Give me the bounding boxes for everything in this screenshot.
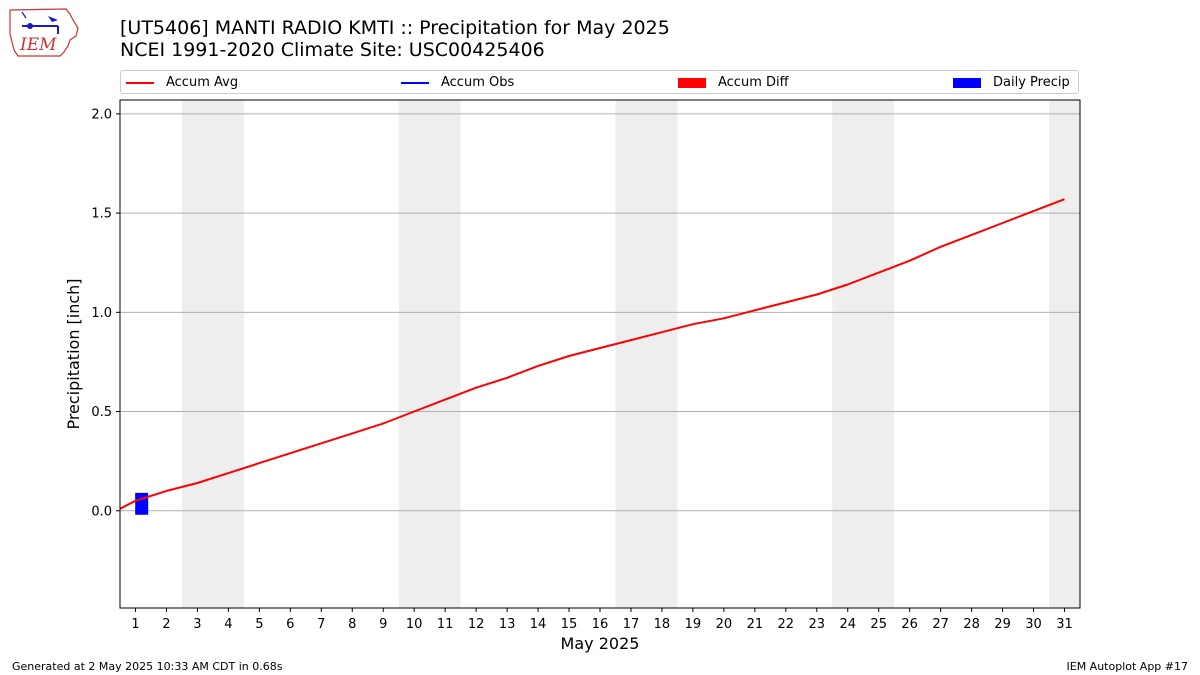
y-axis-label: Precipitation [inch]	[64, 278, 83, 429]
legend: Accum Avg Accum Obs Accum Diff Daily Pre…	[120, 70, 1079, 94]
x-tick-label-8: 8	[348, 617, 356, 632]
x-tick-label-31: 31	[1056, 617, 1073, 632]
weekend-shade-5	[1049, 100, 1080, 608]
generated-timestamp: Generated at 2 May 2025 10:33 AM CDT in …	[12, 660, 283, 673]
x-tick-label-17: 17	[623, 617, 640, 632]
x-tick-label-9: 9	[379, 617, 387, 632]
y-tick-label-1: 0.5	[91, 405, 112, 420]
x-tick-label-19: 19	[685, 617, 702, 632]
plot-frame	[119, 99, 1081, 609]
legend-swatch-daily-precip	[953, 78, 981, 88]
x-tick-label-24: 24	[839, 617, 856, 632]
x-tick-label-15: 15	[561, 617, 578, 632]
x-tick-label-4: 4	[224, 617, 232, 632]
x-tick-label-20: 20	[716, 617, 733, 632]
legend-label-accum-diff: Accum Diff	[718, 75, 789, 90]
x-tick-label-29: 29	[994, 617, 1011, 632]
x-tick-label-13: 13	[499, 617, 516, 632]
legend-label-accum-avg: Accum Avg	[166, 75, 239, 90]
x-tick-label-6: 6	[286, 617, 294, 632]
app-label: IEM Autoplot App #17	[1066, 660, 1189, 673]
x-tick-label-18: 18	[654, 617, 671, 632]
x-tick-label-1: 1	[131, 617, 139, 632]
x-tick-label-23: 23	[809, 617, 826, 632]
x-tick-label-12: 12	[468, 617, 485, 632]
x-axis-label: May 2025	[561, 634, 640, 653]
x-tick-label-16: 16	[592, 617, 609, 632]
series-line-accum-avg	[119, 198, 1065, 510]
legend-label-daily-precip: Daily Precip	[993, 75, 1070, 90]
x-tick-label-26: 26	[901, 617, 918, 632]
x-tick-label-28: 28	[963, 617, 980, 632]
daily-precip-bar-1	[135, 492, 149, 515]
iem-logo-text: IEM	[19, 35, 57, 55]
x-tick-label-21: 21	[747, 617, 764, 632]
weekend-shade-1	[181, 100, 244, 608]
legend-swatch-accum-avg	[126, 82, 154, 84]
x-tick-label-2: 2	[162, 617, 170, 632]
x-tick-label-14: 14	[530, 617, 547, 632]
y-tick-label-4: 2.0	[91, 107, 112, 122]
legend-label-accum-obs: Accum Obs	[441, 75, 515, 90]
x-tick-label-10: 10	[406, 617, 423, 632]
x-tick-label-25: 25	[870, 617, 887, 632]
x-tick-label-5: 5	[255, 617, 263, 632]
chart-subtitle: NCEI 1991-2020 Climate Site: USC00425406	[120, 39, 545, 61]
x-tick-label-27: 27	[932, 617, 949, 632]
x-tick-label-3: 3	[193, 617, 201, 632]
y-tick-label-2: 1.0	[91, 306, 112, 321]
x-tick-label-22: 22	[778, 617, 795, 632]
legend-swatch-accum-diff	[678, 78, 706, 88]
weekend-shade-2	[398, 100, 461, 608]
y-tick-label-3: 1.5	[91, 207, 112, 222]
y-tick-label-0: 0.0	[91, 504, 112, 519]
iem-logo: IEM	[8, 6, 80, 58]
iem-logo-graphic: IEM	[9, 8, 79, 57]
weekend-shade-4	[832, 100, 895, 608]
weekend-shade-3	[615, 100, 678, 608]
x-tick-label-11: 11	[437, 617, 454, 632]
legend-swatch-accum-obs	[401, 82, 429, 84]
x-tick-label-30: 30	[1025, 617, 1042, 632]
x-tick-label-7: 7	[317, 617, 325, 632]
chart-title: [UT5406] MANTI RADIO KMTI :: Precipitati…	[120, 17, 670, 39]
